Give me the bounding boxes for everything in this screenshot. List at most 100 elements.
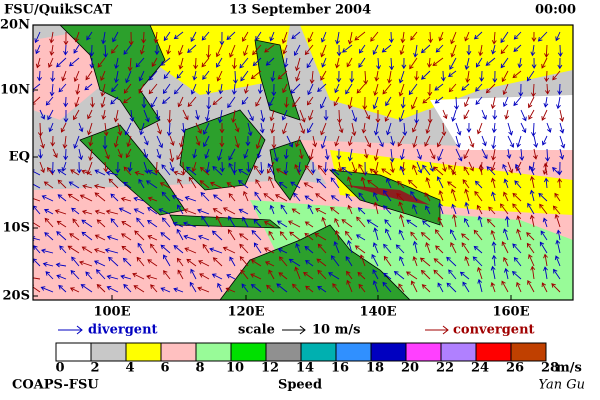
wind-vector bbox=[122, 257, 132, 267]
wind-vector bbox=[143, 148, 149, 159]
wind-vector bbox=[448, 70, 457, 77]
wind-vector bbox=[526, 242, 535, 254]
wind-vector bbox=[101, 31, 107, 45]
wind-vector bbox=[305, 285, 314, 293]
wind-vector bbox=[501, 241, 509, 254]
wind-vector bbox=[199, 180, 210, 189]
wind-vector bbox=[389, 148, 395, 163]
wind-vector bbox=[455, 122, 462, 136]
wind-vector bbox=[381, 168, 392, 176]
wind-vector bbox=[245, 135, 251, 147]
wind-vector bbox=[347, 176, 353, 189]
wind-vector bbox=[275, 168, 288, 176]
wind-vector bbox=[90, 96, 95, 108]
colorbar-swatch bbox=[125, 342, 162, 362]
wind-vector bbox=[163, 31, 171, 42]
wind-vector bbox=[143, 135, 149, 146]
wind-vector bbox=[356, 83, 366, 94]
wind-vector bbox=[299, 122, 306, 135]
wind-vector bbox=[135, 57, 145, 68]
wind-vector bbox=[358, 283, 366, 293]
wind-vector bbox=[363, 148, 369, 159]
wind-vector bbox=[298, 148, 304, 160]
wind-vector bbox=[162, 96, 171, 104]
wind-vector bbox=[264, 44, 275, 53]
wind-vector bbox=[513, 31, 522, 40]
wind-vector bbox=[354, 245, 366, 254]
wind-vector bbox=[167, 109, 173, 124]
wind-vector bbox=[137, 242, 145, 254]
colorbar-unit: m/s bbox=[556, 361, 582, 376]
wind-vector bbox=[399, 213, 405, 228]
wind-vector bbox=[240, 269, 249, 280]
wind-vector bbox=[330, 177, 340, 189]
wind-vector bbox=[185, 166, 197, 176]
wind-vector bbox=[202, 243, 210, 254]
wind-vector bbox=[186, 258, 197, 267]
wind-vector bbox=[356, 216, 366, 228]
wind-vector bbox=[481, 109, 487, 120]
wind-vector bbox=[442, 161, 447, 173]
wind-vector bbox=[304, 221, 314, 228]
wind-vector bbox=[402, 122, 408, 136]
wind-vector bbox=[490, 229, 496, 241]
wind-vector bbox=[399, 148, 405, 161]
wind-vector bbox=[428, 31, 433, 44]
latitude-label: 10N bbox=[0, 83, 30, 98]
wind-vector bbox=[246, 161, 252, 173]
wind-vector bbox=[490, 282, 496, 293]
wind-vector bbox=[89, 44, 95, 57]
wind-vector bbox=[49, 31, 55, 44]
wind-vector bbox=[384, 219, 392, 228]
wind-vector bbox=[335, 57, 340, 69]
wind-vector bbox=[462, 179, 470, 189]
wind-vector bbox=[86, 31, 93, 41]
wind-vector bbox=[253, 165, 262, 176]
wind-vector bbox=[474, 190, 483, 202]
wind-vector bbox=[538, 192, 548, 202]
wind-vector bbox=[138, 70, 145, 82]
wind-vector bbox=[176, 257, 184, 267]
wind-vector bbox=[398, 109, 405, 123]
wind-vector bbox=[330, 255, 340, 267]
wind-vector bbox=[384, 228, 392, 241]
wind-vector bbox=[145, 180, 158, 189]
wind-vector bbox=[424, 192, 431, 202]
wind-vector bbox=[253, 219, 262, 228]
wind-vector bbox=[178, 44, 184, 56]
colorbar-tick-label: 2 bbox=[90, 361, 99, 376]
wind-vector bbox=[294, 57, 301, 72]
wind-vector bbox=[84, 83, 93, 91]
wind-vector bbox=[346, 279, 353, 293]
wind-vector bbox=[159, 182, 171, 189]
wind-vector bbox=[355, 234, 366, 241]
wind-vector bbox=[56, 220, 67, 228]
wind-vector bbox=[490, 177, 496, 189]
wind-vector bbox=[281, 31, 288, 44]
wind-vector bbox=[346, 57, 353, 68]
wind-vector bbox=[425, 205, 431, 215]
wind-vector bbox=[250, 273, 262, 280]
wind-vector bbox=[503, 228, 509, 241]
wind-vector bbox=[294, 164, 301, 176]
wind-vector bbox=[94, 169, 106, 176]
wind-vector bbox=[527, 96, 535, 109]
wind-vector bbox=[73, 109, 80, 121]
wind-vector bbox=[40, 286, 54, 293]
wind-vector bbox=[464, 57, 470, 70]
wind-vector bbox=[320, 31, 327, 43]
wind-vector bbox=[42, 262, 54, 267]
colorbar-swatch bbox=[265, 342, 302, 362]
wind-vector bbox=[183, 208, 197, 215]
wind-vector bbox=[527, 202, 535, 215]
wind-vector bbox=[295, 70, 301, 82]
wind-vector bbox=[320, 70, 327, 81]
wind-vector bbox=[212, 194, 223, 202]
wind-vector bbox=[206, 96, 212, 110]
wind-vector bbox=[286, 135, 294, 148]
wind-vector bbox=[422, 220, 431, 228]
wind-vector bbox=[192, 148, 198, 159]
wind-vector bbox=[437, 148, 444, 162]
wind-vector bbox=[531, 31, 537, 42]
wind-vector bbox=[424, 135, 431, 147]
